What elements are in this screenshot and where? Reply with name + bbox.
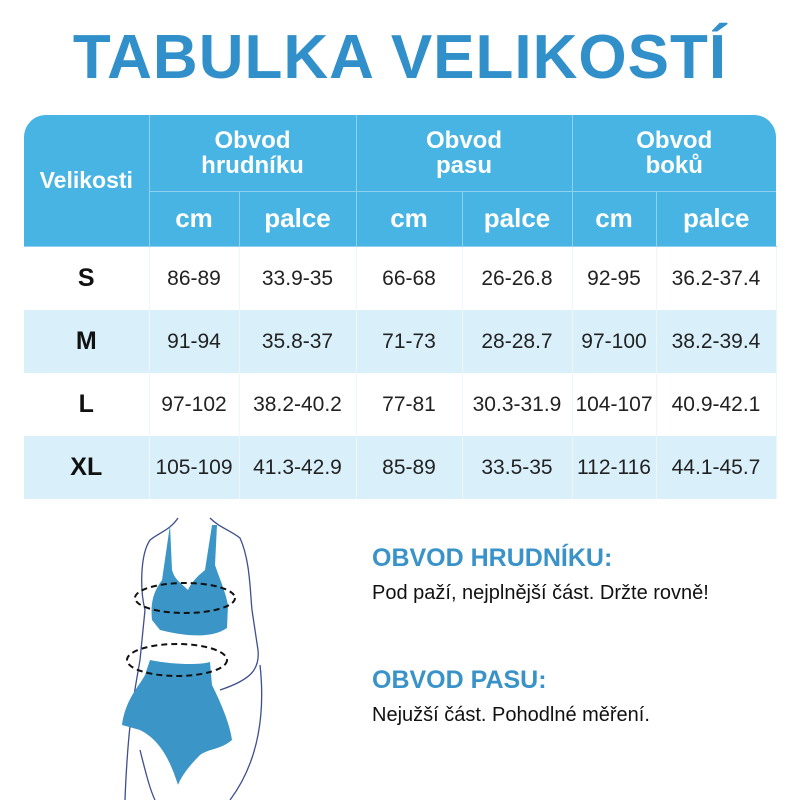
measurement-cell: 66-68 xyxy=(356,246,463,310)
measurement-cell: 30.3-31.9 xyxy=(462,373,573,436)
unit-header: cm xyxy=(355,191,463,247)
size-chart-table: Velikosti Obvod hrudníku Obvod pasu Obvod b… xyxy=(24,115,777,499)
measurement-cell: 38.2-40.2 xyxy=(239,373,357,436)
table-row: S 86-89 33.9-35 66-68 26-26.8 92-95 36.2-37.4 xyxy=(24,246,777,310)
measurement-cell: 92-95 xyxy=(572,246,657,310)
group-header-waist: Obvod pasu xyxy=(355,115,573,192)
measurement-cell: 104-107 xyxy=(572,373,657,436)
measurement-cell: 40.9-42.1 xyxy=(656,373,777,436)
measurement-cell: 44.1-45.7 xyxy=(656,436,777,499)
measurement-cell: 26-26.8 xyxy=(462,246,573,310)
measurement-cell: 41.3-42.9 xyxy=(239,436,357,499)
size-label: XL xyxy=(24,436,150,499)
waist-text: Nejužší část. Pohodlné měření. xyxy=(372,704,650,726)
unit-header: palce xyxy=(655,191,776,247)
chest-text: Pod paží, nejplnější část. Držte rovně! xyxy=(372,582,709,604)
size-label: S xyxy=(24,246,150,310)
unit-header: cm xyxy=(571,191,657,247)
measurement-cell: 97-102 xyxy=(149,373,240,436)
measurement-cell: 112-116 xyxy=(572,436,657,499)
size-header: Velikosti xyxy=(24,115,150,247)
table-row: L 97-102 38.2-40.2 77-81 30.3-31.9 104-107 40.… xyxy=(24,373,777,436)
bra-shape xyxy=(151,525,228,636)
measurement-cell: 38.2-39.4 xyxy=(656,310,777,373)
body-measurement-illustration xyxy=(122,517,263,800)
measurement-cell: 85-89 xyxy=(356,436,463,499)
chest-heading: OBVOD HRUDNÍKU: xyxy=(372,544,613,572)
measurement-cell: 105-109 xyxy=(149,436,240,499)
briefs-shape xyxy=(122,660,232,785)
unit-header: palce xyxy=(238,191,357,247)
page-title: TABULKA VELIKOSTÍ xyxy=(72,23,728,92)
measurement-cell: 97-100 xyxy=(572,310,657,373)
table-row: M 91-94 35.8-37 71-73 28-28.7 97-100 38.2-39.4 xyxy=(24,310,777,373)
unit-header: cm xyxy=(148,191,240,247)
unit-header: palce xyxy=(461,191,573,247)
measurement-cell: 77-81 xyxy=(356,373,463,436)
measurement-cell: 86-89 xyxy=(149,246,240,310)
size-label: L xyxy=(24,373,150,436)
measurement-cell: 35.8-37 xyxy=(239,310,357,373)
measurement-cell: 33.5-35 xyxy=(462,436,573,499)
waist-instruction: OBVOD PASU: Nejužší část. Pohodlné měřen… xyxy=(372,666,772,729)
measurement-cell: 33.9-35 xyxy=(239,246,357,310)
table-row: XL 105-109 41.3-42.9 85-89 33.5-35 112-116 44.… xyxy=(24,436,777,499)
waist-measure-line xyxy=(126,643,228,677)
waist-heading: OBVOD PASU: xyxy=(372,666,547,694)
measurement-cell: 71-73 xyxy=(356,310,463,373)
chest-instruction: OBVOD HRUDNÍKU: Pod paží, nejplnější čás… xyxy=(372,544,772,607)
size-label: M xyxy=(24,310,150,373)
measurement-cell: 36.2-37.4 xyxy=(656,246,777,310)
measurement-cell: 28-28.7 xyxy=(462,310,573,373)
group-header-chest: Obvod hrudníku xyxy=(148,115,357,192)
chest-measure-line xyxy=(134,582,236,614)
measurement-cell: 91-94 xyxy=(149,310,240,373)
group-header-hips: Obvod boků xyxy=(571,115,776,192)
